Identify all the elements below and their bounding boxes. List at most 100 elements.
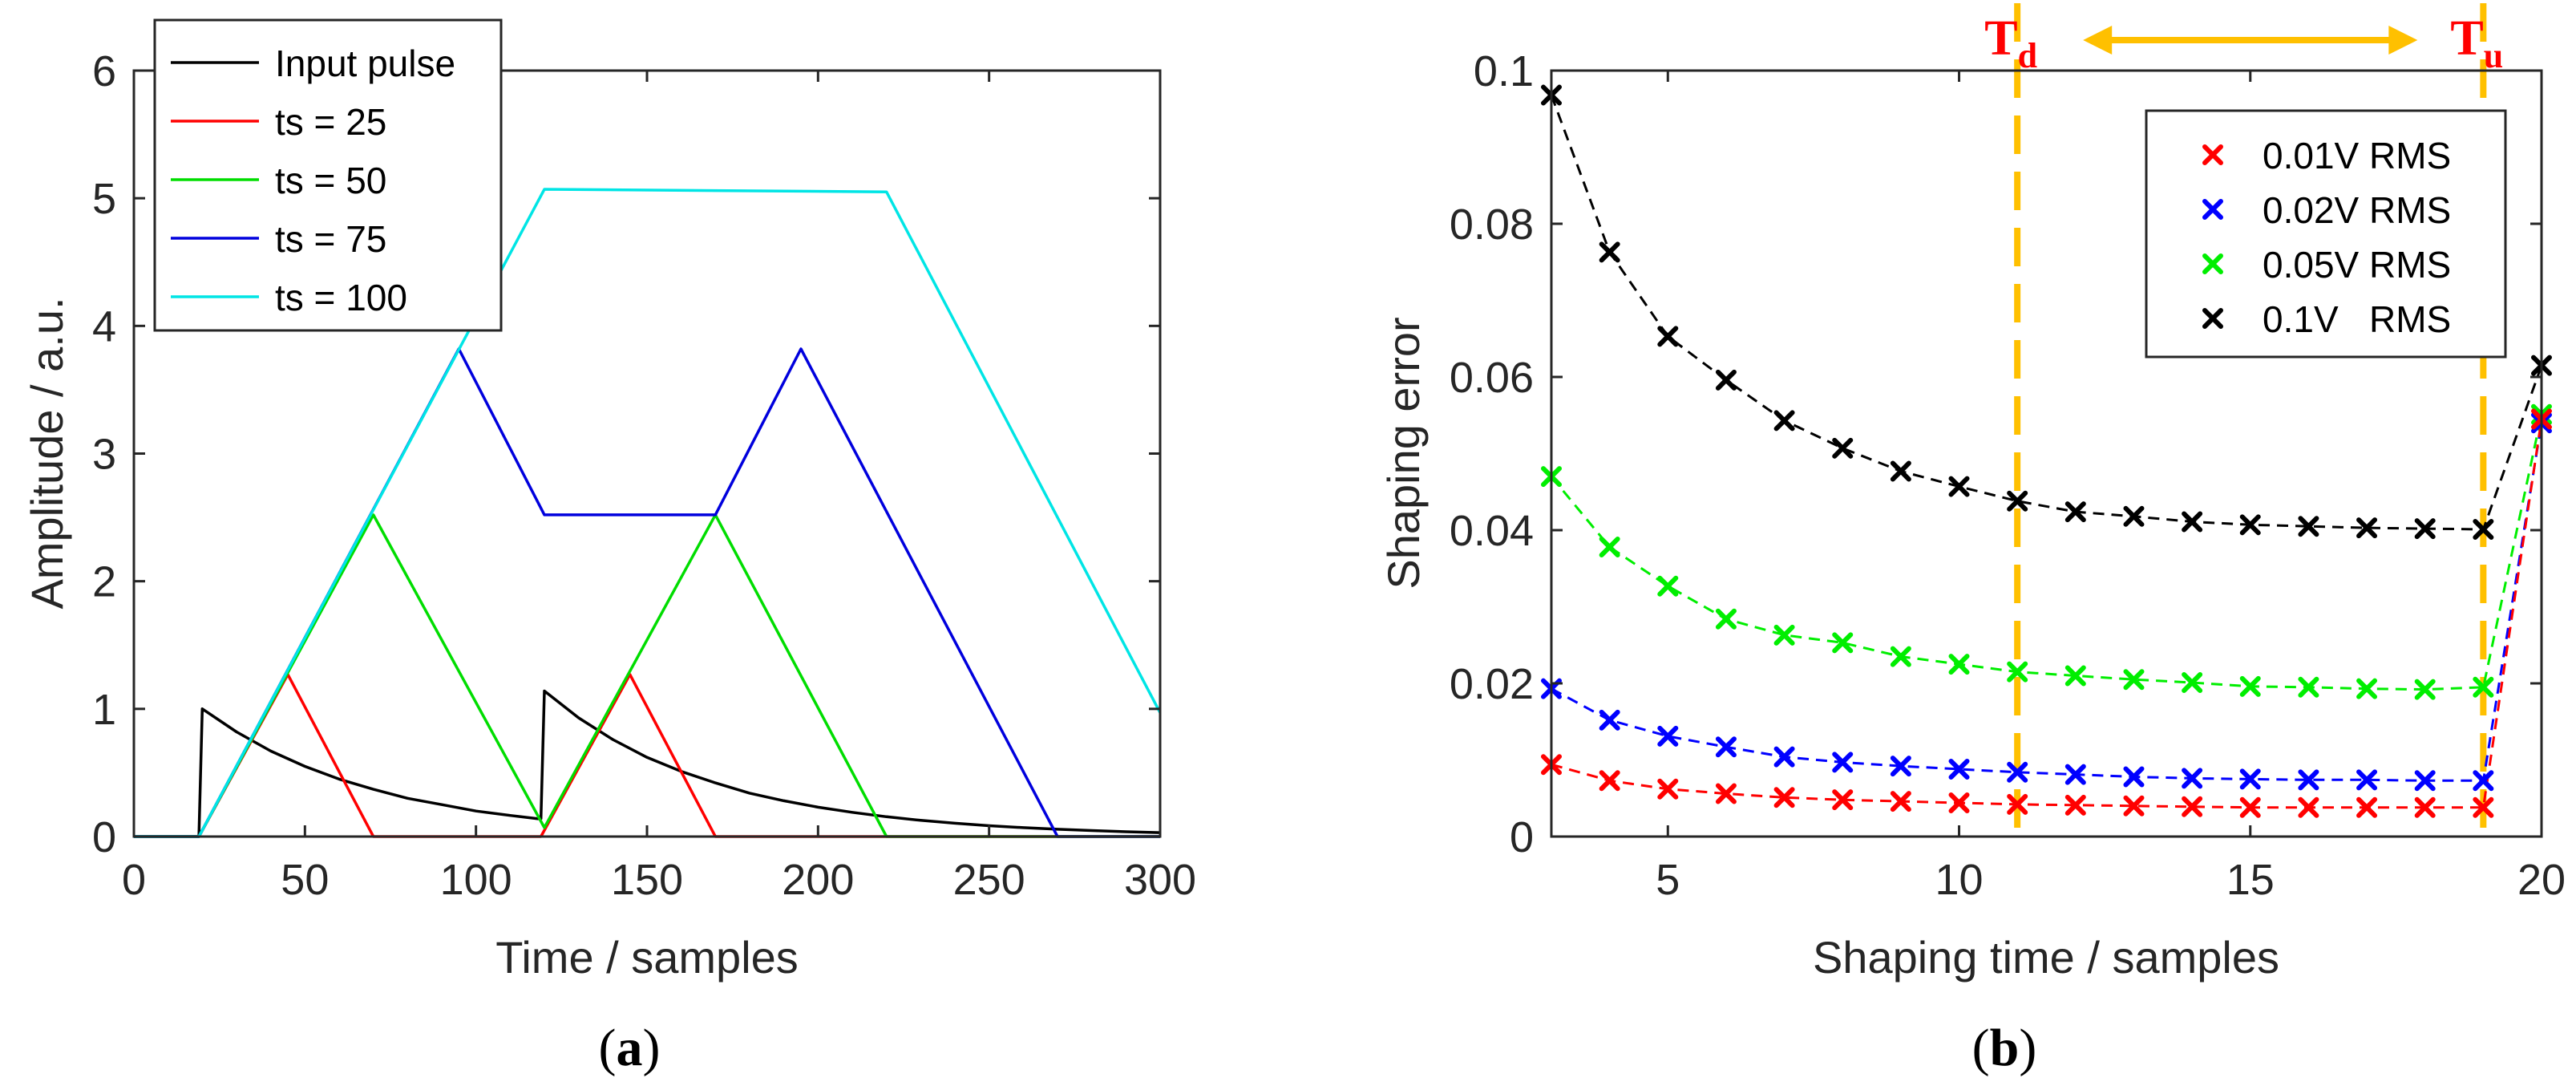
chart-b-xtick-label: 10	[1935, 856, 1983, 904]
chart-a-ticks: 0 50 100 150 200 250 300 0 1 2 3 4 5 6	[92, 47, 1196, 904]
chart-b-point-0-05v-rms	[2473, 676, 2494, 698]
chart-b-series-line-0-1v-rms	[1550, 95, 2543, 531]
chart-b-xtick-label: 20	[2517, 856, 2566, 904]
chart-b-point-0-05v-rms	[1890, 646, 1911, 667]
chart-b-legend-label: 0.1V RMS	[2263, 298, 2451, 340]
chart-b-point-0-02v-rms	[1948, 758, 1970, 780]
chart-b-point-0-05v-rms	[2298, 676, 2319, 698]
chart-b-xtick-label: 5	[1656, 856, 1680, 904]
chart-b-point-0-01v-rms	[1657, 778, 1679, 800]
chart-a-ytick-label: 4	[92, 302, 116, 351]
chart-b-point-0-1v-rms	[1599, 241, 1620, 263]
chart-b-panel-caption: (b)	[1972, 1019, 2037, 1077]
chart-a-legend-box	[153, 18, 503, 332]
chart-a-xtick-label: 150	[611, 856, 683, 904]
chart-b-series	[1541, 84, 2552, 818]
chart-b-point-0-01v-rms	[2298, 796, 2319, 818]
chart-b-point-0-01v-rms	[1948, 792, 1970, 813]
chart-b-point-0-1v-rms	[1832, 437, 1854, 459]
chart-a-panel-caption: (a)	[599, 1019, 661, 1077]
chart-b-point-0-1v-rms	[1715, 369, 1737, 391]
chart-a-xlabel: Time / samples	[495, 932, 799, 983]
chart-b-point-0-02v-rms	[2007, 761, 2028, 783]
chart-b-point-0-01v-rms	[2123, 795, 2145, 816]
chart-b-point-0-02v-rms	[1832, 752, 1854, 773]
chart-a-xtick-label: 50	[281, 856, 329, 904]
chart-b-point-0-01v-rms	[2356, 796, 2378, 818]
chart-b-point-0-05v-rms	[1948, 654, 1970, 675]
chart-b-ticks: 5 10 15 20 0 0.02 0.04 0.06 0.08 0.1	[1450, 47, 2566, 904]
chart-b-point-0-02v-rms	[1599, 709, 1620, 731]
chart-b-xtick-label: 15	[2226, 856, 2275, 904]
chart-b-point-0-1v-rms	[1948, 476, 1970, 497]
chart-b-point-0-02v-rms	[2298, 769, 2319, 791]
chart-b-point-0-05v-rms	[2414, 679, 2436, 700]
chart-b-legend: 0.01V RMS 0.02V RMS 0.05V RMS 0.1V RMS	[2145, 109, 2507, 359]
chart-a: 0 50 100 150 200 250 300 0 1 2 3 4 5 6 Time / samples…	[22, 18, 1196, 1077]
chart-b-point-0-02v-rms	[1715, 736, 1737, 758]
chart-a-ytick-label: 6	[92, 47, 116, 95]
chart-b-point-0-1v-rms	[2007, 490, 2028, 512]
chart-b-legend-label: 0.02V RMS	[2263, 189, 2451, 231]
chart-b-point-0-05v-rms	[1715, 608, 1737, 630]
chart-b-point-0-01v-rms	[1599, 770, 1620, 792]
chart-b-point-0-1v-rms	[2414, 518, 2436, 540]
chart-b-point-0-05v-rms	[2239, 675, 2261, 697]
chart-b-ytick-label: 0.06	[1450, 354, 1534, 402]
chart-a-xtick-label: 0	[122, 856, 146, 904]
chart-b-point-0-05v-rms	[1832, 632, 1854, 654]
chart-b-point-0-1v-rms	[2123, 505, 2145, 527]
chart-b-point-0-1v-rms	[1773, 410, 1795, 432]
chart-a-legend-label: ts = 50	[275, 160, 386, 201]
chart-a-xtick-label: 100	[440, 856, 512, 904]
chart-b-point-0-01v-rms	[1773, 787, 1795, 808]
chart-b-series-line-0-05v-rms	[1550, 414, 2543, 691]
chart-b-ytick-label: 0.08	[1450, 201, 1534, 249]
chart-b-point-0-02v-rms	[1773, 746, 1795, 768]
chart-b-ylabel: Shaping error	[1378, 317, 1429, 589]
chart-b-ytick-label: 0.1	[1474, 47, 1534, 95]
chart-b-point-0-01v-rms	[2182, 796, 2203, 817]
chart-a-ytick-label: 3	[92, 431, 116, 479]
chart-b-series-line-0-01v-rms	[1551, 419, 2543, 809]
chart-a-ytick-label: 1	[92, 686, 116, 734]
chart-b-arrow-head-left	[2083, 26, 2113, 55]
chart-a-series-line-input-pulse	[134, 689, 1161, 838]
chart-b-point-0-05v-rms	[2356, 678, 2378, 699]
chart-b-point-0-02v-rms	[2239, 768, 2261, 790]
chart-b-point-0-05v-rms	[2064, 665, 2086, 687]
chart-a-panel-letter: a	[617, 1019, 643, 1077]
chart-b-annotation-letter: T	[2450, 11, 2483, 66]
chart-a-xtick-label: 200	[782, 856, 854, 904]
chart-b-legend-label: 0.01V RMS	[2263, 135, 2451, 176]
chart-b-point-0-1v-rms	[1890, 460, 1911, 482]
chart-a-xtick-label: 250	[953, 856, 1025, 904]
chart-b-point-0-05v-rms	[1599, 537, 1620, 558]
chart-b-annotation-td: Td	[1984, 11, 2037, 75]
chart-b-plot-frame	[1550, 69, 2543, 838]
chart-b-point-0-1v-rms	[2182, 511, 2203, 533]
chart-b-point-0-01v-rms	[2473, 796, 2494, 818]
chart-b-xlabel: Shaping time / samples	[1813, 932, 2279, 983]
chart-b-legend-marker-0-01v-rms	[2202, 144, 2223, 165]
chart-b: 5 10 15 20 0 0.02 0.04 0.06 0.08 0.1 Shaping time…	[1378, 3, 2566, 1077]
chart-b-legend-marker-0-1v-rms	[2202, 308, 2223, 329]
chart-a-legend: Input pulse ts = 25 ts = 50 ts = 75 ts = 100	[153, 18, 503, 332]
chart-b-point-0-02v-rms	[2182, 768, 2203, 789]
chart-a-ylabel: Amplitude / a.u.	[22, 297, 72, 609]
chart-b-point-0-1v-rms	[2473, 519, 2494, 541]
chart-b-point-0-02v-rms	[2064, 764, 2086, 785]
chart-b-point-0-02v-rms	[1890, 756, 1911, 777]
chart-b-point-0-01v-rms	[1832, 789, 1854, 811]
chart-a-ytick-label: 5	[92, 175, 116, 223]
chart-b-point-0-01v-rms	[1890, 791, 1911, 812]
chart-b-legend-marker-0-05v-rms	[2202, 253, 2223, 274]
chart-b-point-0-1v-rms	[1657, 326, 1679, 347]
chart-b-ytick-label: 0.02	[1450, 660, 1534, 708]
chart-a-ytick-label: 0	[92, 813, 116, 861]
chart-b-point-0-01v-rms	[2414, 796, 2436, 818]
chart-b-arrow-head-right	[2388, 26, 2418, 55]
chart-b-point-0-1v-rms	[2298, 516, 2319, 537]
chart-b-point-0-02v-rms	[2356, 769, 2378, 791]
chart-a-legend-label: ts = 100	[275, 277, 407, 318]
